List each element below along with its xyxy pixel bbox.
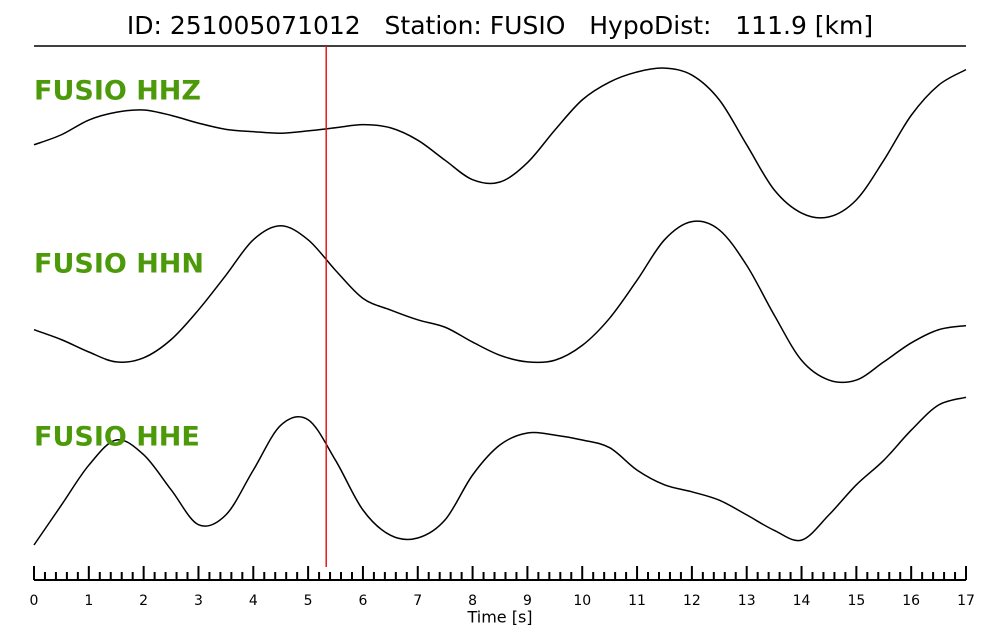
trace-label: FUSIO HHZ [34,76,201,107]
trace [33,396,967,546]
x-tick-label: 6 [358,593,367,609]
x-tick-label: 0 [30,593,39,609]
x-tick-label: 14 [793,593,811,609]
x-tick-label: 8 [468,593,477,609]
x-tick-label: 1 [84,593,93,609]
x-tick-label: 17 [957,593,975,609]
x-tick-label: 4 [249,593,258,609]
x-tick-label: 9 [523,593,532,609]
x-tick-label: 7 [413,593,422,609]
chart-title: ID: 251005071012 Station: FUSIO HypoDist… [127,11,873,40]
x-tick-label: 12 [683,593,701,609]
x-tick-label: 2 [139,593,148,609]
trace [33,220,967,384]
x-tick-label: 16 [902,593,920,609]
trace [33,67,967,219]
trace-label: FUSIO HHE [34,422,200,453]
x-tick-label: 13 [738,593,756,609]
x-tick-label: 11 [628,593,646,609]
trace-label: FUSIO HHN [34,249,204,280]
x-tick-label: 15 [847,593,865,609]
x-tick-label: 3 [194,593,203,609]
x-tick-label: 5 [304,593,313,609]
x-axis-label: Time [s] [466,608,532,627]
x-tick-label: 10 [573,593,591,609]
